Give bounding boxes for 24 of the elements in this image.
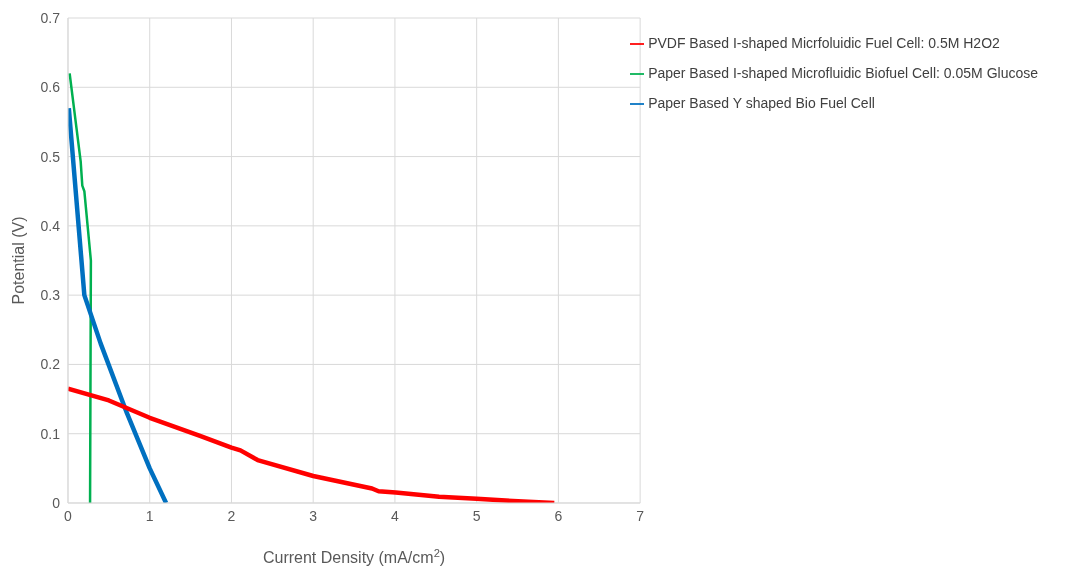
legend-label: Paper Based I-shaped Microfluidic Biofuel Cell: 0.05M Glucose bbox=[648, 65, 1038, 81]
line-series bbox=[68, 72, 93, 503]
x-tick-label: 4 bbox=[391, 507, 400, 524]
line-series bbox=[68, 386, 557, 503]
y-tick-label: 0.5 bbox=[40, 148, 61, 165]
y-axis-title: Potential (V) bbox=[9, 216, 27, 305]
y-tick-label: 0.4 bbox=[40, 217, 61, 234]
x-tick-label: 7 bbox=[636, 507, 645, 524]
x-tick-label: 1 bbox=[145, 507, 154, 524]
x-tick-label: 0 bbox=[64, 507, 73, 524]
legend-label: PVDF Based I-shaped Micrfoluidic Fuel Cell: 0.5M H2O2 bbox=[648, 35, 1000, 51]
y-tick-label: 0.1 bbox=[40, 425, 61, 442]
y-tick-label: 0.2 bbox=[40, 356, 61, 373]
line-series bbox=[68, 105, 169, 503]
x-tick-label: 2 bbox=[227, 507, 236, 524]
y-tick-label: 0.3 bbox=[40, 287, 61, 304]
x-axis-title: Current Density (mA/cm$^{2}$) bbox=[262, 547, 446, 566]
x-tick-label: 5 bbox=[472, 507, 481, 524]
x-tick-label: 6 bbox=[554, 507, 563, 524]
legend-label: Paper Based Y shaped Bio Fuel Cell bbox=[648, 95, 875, 111]
x-tick-label: 3 bbox=[309, 507, 318, 524]
y-tick-label: 0 bbox=[52, 494, 61, 511]
y-tick-label: 0.7 bbox=[40, 9, 61, 26]
y-tick-label: 0.6 bbox=[40, 79, 61, 96]
